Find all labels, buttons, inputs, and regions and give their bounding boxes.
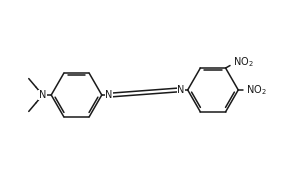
Text: N: N (105, 90, 112, 100)
Text: NO$_2$: NO$_2$ (233, 55, 254, 69)
Text: N: N (177, 85, 185, 95)
Text: NO$_2$: NO$_2$ (246, 83, 266, 97)
Text: N: N (39, 90, 46, 100)
